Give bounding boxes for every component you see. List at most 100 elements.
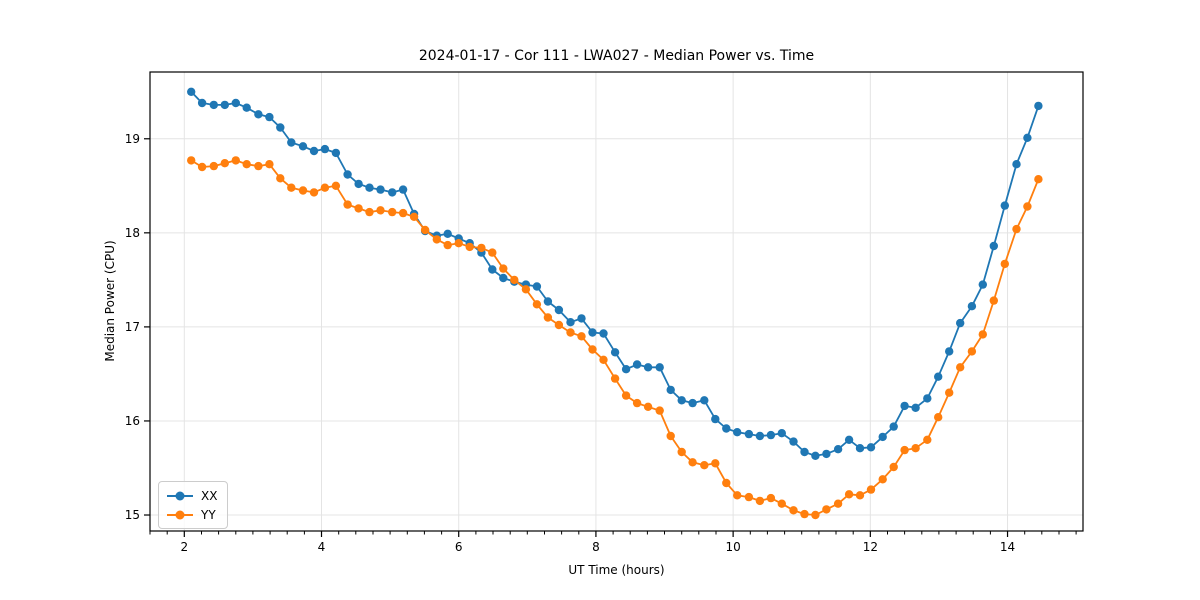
data-point-yy: [844, 490, 854, 499]
data-point-yy: [320, 183, 330, 192]
data-point-yy: [265, 160, 274, 169]
data-point-xx: [1023, 133, 1032, 142]
data-point-xx: [700, 396, 709, 405]
data-point-xx: [900, 401, 909, 411]
data-point-xx: [1000, 201, 1009, 210]
data-point-xx: [844, 435, 854, 444]
data-point-yy: [331, 181, 341, 190]
data-point-yy: [755, 496, 765, 506]
data-point-xx: [231, 98, 240, 108]
data-point-xx: [398, 185, 408, 194]
data-point-yy: [488, 248, 497, 257]
data-point-yy: [409, 212, 419, 221]
data-point-yy: [420, 225, 430, 235]
data-point-yy: [1023, 202, 1032, 211]
data-point-yy: [443, 240, 452, 250]
data-point-xx: [254, 110, 263, 119]
data-point-yy: [1034, 175, 1043, 184]
data-point-xx: [554, 305, 564, 315]
data-point-xx: [655, 363, 664, 372]
data-point-xx: [209, 100, 218, 110]
y-tick-label: 19: [125, 132, 140, 146]
data-point-xx: [532, 282, 542, 291]
data-point-yy: [811, 510, 820, 520]
data-point-yy: [187, 156, 196, 165]
data-point-xx: [365, 183, 374, 192]
data-point-yy: [923, 435, 932, 444]
legend-line-marker-yy: [167, 510, 193, 519]
data-point-yy: [298, 186, 308, 195]
legend-line-marker-xx: [167, 491, 193, 500]
data-point-yy: [343, 200, 352, 209]
data-point-xx: [331, 148, 341, 158]
legend-label-yy: YY: [201, 507, 216, 522]
data-point-yy: [510, 275, 519, 285]
data-point-xx: [934, 372, 943, 381]
data-point-yy: [365, 207, 374, 217]
data-point-yy: [197, 162, 207, 172]
data-point-yy: [766, 493, 776, 503]
x-tick-label: 4: [318, 540, 326, 554]
chart-title: 2024-01-17 - Cor 111 - LWA027 - Median P…: [418, 48, 815, 64]
data-point-xx: [989, 241, 998, 251]
data-point-yy: [989, 296, 998, 305]
data-point-xx: [911, 403, 920, 412]
data-point-xx: [566, 318, 575, 327]
data-point-yy: [543, 313, 553, 322]
x-tick-label: 8: [592, 540, 600, 554]
data-point-yy: [610, 374, 620, 383]
data-point-xx: [855, 444, 865, 453]
data-point-xx: [923, 394, 932, 403]
data-point-xx: [577, 314, 586, 323]
data-point-yy: [532, 300, 542, 309]
data-point-xx: [632, 360, 642, 369]
data-point-yy: [621, 391, 631, 400]
data-point-xx: [354, 179, 363, 189]
data-point-yy: [309, 188, 319, 197]
data-point-yy: [900, 445, 909, 455]
data-point-yy: [688, 458, 697, 467]
data-point-yy: [655, 406, 664, 415]
data-point-yy: [376, 206, 385, 215]
data-point-xx: [866, 443, 876, 452]
data-point-yy: [599, 355, 608, 364]
data-point-yy: [967, 347, 977, 356]
data-point-yy: [254, 161, 263, 171]
data-point-yy: [499, 264, 508, 273]
data-point-yy: [866, 485, 876, 494]
data-point-yy: [432, 235, 441, 244]
data-point-yy: [354, 204, 363, 213]
data-point-xx: [766, 430, 776, 440]
data-point-xx: [220, 100, 229, 110]
data-point-xx: [889, 422, 898, 431]
data-point-yy: [276, 174, 285, 183]
data-point-xx: [711, 414, 720, 424]
data-point-xx: [242, 103, 251, 112]
y-tick-label: 17: [125, 320, 140, 334]
data-point-xx: [499, 273, 508, 283]
data-point-xx: [488, 265, 497, 274]
data-point-yy: [632, 398, 642, 408]
data-point-yy: [777, 499, 786, 508]
data-point-yy: [231, 156, 240, 165]
data-point-yy: [722, 478, 731, 488]
x-tick-label: 12: [863, 540, 878, 554]
data-point-xx: [320, 144, 330, 154]
data-point-yy: [588, 345, 597, 354]
data-point-xx: [978, 280, 987, 289]
data-point-xx: [376, 185, 385, 194]
data-point-yy: [945, 388, 954, 397]
data-point-yy: [477, 243, 486, 253]
plot-area-border: [149, 71, 1084, 532]
data-point-yy: [454, 239, 463, 248]
data-point-yy: [398, 208, 408, 218]
data-point-yy: [789, 506, 798, 515]
data-point-yy: [744, 492, 754, 502]
y-tick-label: 18: [125, 226, 140, 240]
data-point-xx: [789, 437, 798, 446]
data-point-xx: [956, 318, 965, 328]
data-point-yy: [220, 159, 229, 168]
data-point-yy: [677, 447, 686, 457]
